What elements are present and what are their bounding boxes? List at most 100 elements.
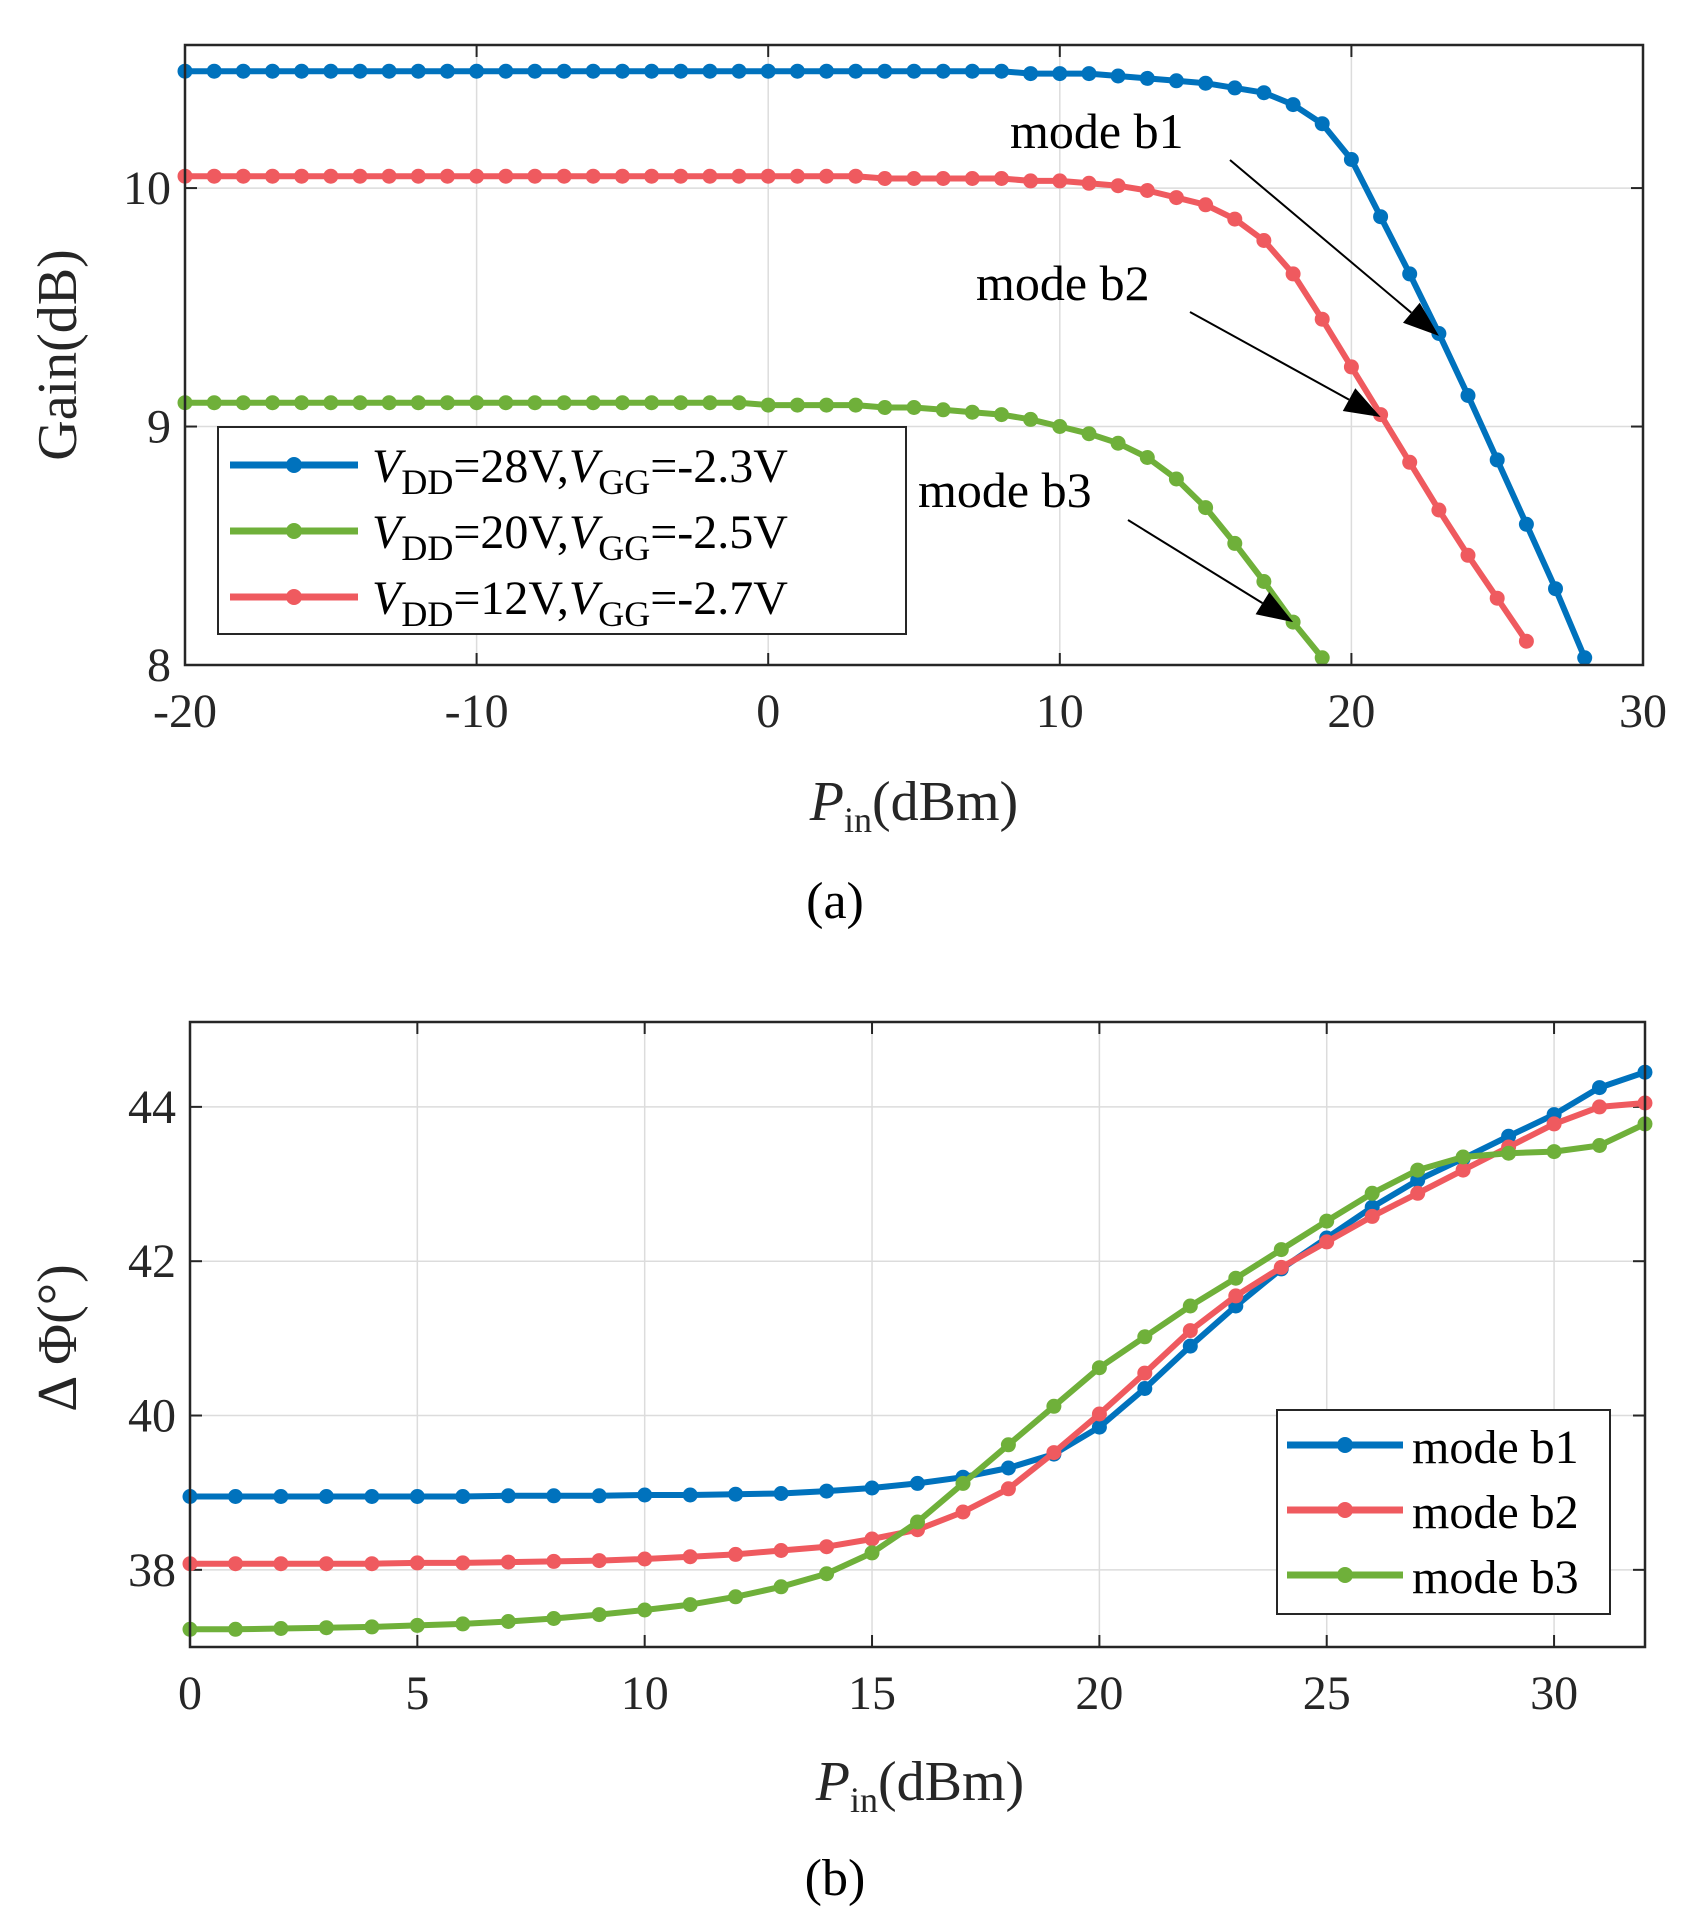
- panel-b-series-mode-b1-point-29: [1501, 1128, 1517, 1144]
- panel-b-ytick-label-40: 40: [128, 1390, 176, 1443]
- panel-b-series-mode-b2-point-31: [1592, 1099, 1607, 1115]
- panel-b-series-mode-b3-point-27: [1410, 1162, 1426, 1178]
- panel-b-xtick-label-5: 5: [405, 1667, 429, 1720]
- legend-marker-mode-b2: [1337, 1502, 1353, 1518]
- panel-a-series-vdd-28v-vgg-2-3v-point-5: [323, 63, 339, 79]
- panel-a-series-vdd-20v-vgg-2-5v-point-20: [760, 397, 776, 413]
- panel-a-series-vdd-12v-vgg-2-7v-point-13: [556, 168, 572, 184]
- annotation-mode-b2: mode b2: [976, 255, 1150, 311]
- panel-b-phase-chart: 0 5 10 15 20 25 30 38 40 42 44 Δ Φ(°) Pin(dBm) (b)…: [27, 1020, 1653, 1907]
- panel-a-series-vdd-28v-vgg-2-3v-point-27: [964, 63, 980, 79]
- panel-a-series-vdd-20v-vgg-2-5v-point-32: [1110, 435, 1126, 451]
- panel-a-series-vdd-20v-vgg-2-5v-point-28: [994, 407, 1009, 423]
- panel-b-xtick-label-20: 20: [1075, 1667, 1123, 1720]
- panel-a-series-vdd-28v-vgg-2-3v-point-29: [1023, 66, 1039, 82]
- panel-a-series-vdd-20v-vgg-2-5v-point-19: [731, 395, 747, 411]
- panel-a-series-vdd-28v-vgg-2-3v-point-34: [1168, 73, 1184, 89]
- panel-b-series-mode-b3-point-8: [546, 1611, 562, 1626]
- panel-a-series-vdd-20v-vgg-2-5v-point-27: [964, 404, 980, 420]
- panel-b-series-mode-b1-point-13: [773, 1486, 789, 1501]
- panel-b-series-mode-b2-point-23: [1228, 1288, 1244, 1304]
- annotation-arrow-b2: [1189, 311, 1350, 401]
- panel-a-ylabel: Gain(dB): [27, 249, 89, 461]
- panel-a-series-vdd-12v-vgg-2-7v-point-24: [877, 171, 893, 186]
- panel-b-series-mode-b1-point-9: [591, 1488, 607, 1504]
- legend-marker-mode-b1: [1337, 1437, 1353, 1453]
- panel-b-series-mode-b1-point-18: [1000, 1460, 1016, 1476]
- panel-a-series-vdd-20v-vgg-2-5v-point-4: [294, 395, 310, 411]
- panel-b-series-mode-b3-point-18: [1000, 1437, 1016, 1453]
- panel-a-series-vdd-20v-vgg-2-5v-point-9: [439, 395, 455, 411]
- annotation-mode-b3: mode b3: [918, 462, 1092, 518]
- panel-b-series-mode-b2-point-10: [637, 1551, 653, 1567]
- panel-b-series-mode-b2-point-5: [409, 1555, 425, 1571]
- panel-b-series-mode-b2-point-20: [1091, 1406, 1107, 1422]
- legend-item-vdd12: VDD=12V,VGG=-2.7V: [230, 572, 788, 634]
- legend-item-mode-b1: mode b1: [1287, 1421, 1579, 1474]
- panel-a-series-vdd-20v-vgg-2-5v-point-8: [410, 395, 426, 411]
- panel-a-series-vdd-12v-vgg-2-7v-point-12: [527, 168, 543, 184]
- panel-a-series-vdd-12v-vgg-2-7v-point-8: [410, 168, 426, 184]
- panel-b-series-mode-b3-point-10: [637, 1602, 653, 1618]
- panel-b-xtick-label-30: 30: [1530, 1667, 1578, 1720]
- panel-a-series-vdd-28v-vgg-2-3v-point-25: [906, 63, 922, 79]
- panel-b-series-mode-b3-point-9: [591, 1607, 607, 1623]
- panel-a-axes-box: [183, 43, 1645, 667]
- panel-b-series-mode-b1-point-7: [500, 1488, 516, 1504]
- panel-a-series-vdd-12v-vgg-2-7v-point-20: [760, 168, 776, 184]
- panel-a-series-vdd-28v-vgg-2-3v-point-41: [1373, 209, 1389, 225]
- panel-a-series-vdd-28v-vgg-2-3v-point-47: [1548, 581, 1563, 597]
- panel-a-xlabel: Pin(dBm): [809, 771, 1018, 840]
- legend-item-vdd28: VDD=28V,VGG=-2.3V: [230, 440, 788, 502]
- panel-b-series-mode-b1-point-15: [864, 1480, 880, 1496]
- panel-a-series-vdd-12v-vgg-2-7v-point-1: [206, 168, 222, 184]
- panel-a-series-vdd-20v-vgg-2-5v-point-34: [1168, 471, 1184, 487]
- panel-b-series-mode-b3-point-7: [500, 1614, 516, 1629]
- panel-a-xtick-label-10: -10: [445, 685, 509, 738]
- panel-a-series-vdd-12v-vgg-2-7v-point-28: [994, 171, 1009, 186]
- panel-b-series-mode-b3-point-31: [1592, 1138, 1607, 1153]
- panel-a-series-vdd-20v-vgg-2-5v-point-14: [585, 395, 601, 411]
- panel-a-series-vdd-28v-vgg-2-3v-point-30: [1052, 66, 1068, 82]
- panel-a-series-vdd-28v-vgg-2-3v-point-45: [1489, 452, 1505, 468]
- panel-a-series-vdd-12v-vgg-2-7v-point-22: [819, 168, 834, 184]
- panel-a-series-vdd-20v-vgg-2-5v-point-11: [498, 395, 514, 411]
- panel-a-series-vdd-28v-vgg-2-3v-point-11: [498, 63, 514, 79]
- panel-a-series-vdd-12v-vgg-2-7v-point-7: [381, 168, 397, 184]
- panel-a-series-vdd-12v-vgg-2-7v-point-39: [1314, 311, 1330, 327]
- panel-a-series-vdd-28v-vgg-2-3v-point-6: [352, 63, 368, 79]
- annotation-arrowhead-b1: [1403, 302, 1439, 336]
- panel-a-series-vdd-28v-vgg-2-3v-point-16: [644, 63, 660, 79]
- panel-a-xtick-label-10: 10: [1036, 685, 1084, 738]
- panel-a-series-vdd-12v-vgg-2-7v-point-33: [1139, 183, 1155, 198]
- panel-a-series-vdd-28v-vgg-2-3v-point-33: [1139, 70, 1155, 86]
- panel-a-series-vdd-28v-vgg-2-3v-point-36: [1227, 80, 1243, 96]
- panel-b-series-mode-b3-point-23: [1228, 1270, 1244, 1286]
- panel-a-series-vdd-20v-vgg-2-5v-point-37: [1256, 574, 1272, 589]
- panel-a-series-vdd-12v-vgg-2-7v-point-14: [585, 168, 601, 184]
- panel-a-series-vdd-20v-vgg-2-5v-point-10: [469, 395, 485, 411]
- panel-a-ytick-label-9: 9: [147, 401, 171, 454]
- panel-a-series-vdd-12v-vgg-2-7v-point-9: [439, 168, 455, 184]
- panel-b-series-mode-b1-point-4: [364, 1489, 380, 1504]
- panel-b-series-mode-b3-point-6: [455, 1616, 471, 1632]
- panel-a-series-vdd-28v-vgg-2-3v-point-8: [410, 63, 426, 79]
- panel-a-series-vdd-12v-vgg-2-7v-point-25: [906, 171, 922, 186]
- panel-a-series-vdd-20v-vgg-2-5v-line: [185, 399, 1325, 660]
- panel-b-axes-box: [188, 1020, 1647, 1649]
- legend-item-mode-b2: mode b2: [1287, 1486, 1579, 1539]
- panel-b-series-mode-b2-point-22: [1182, 1323, 1198, 1339]
- panel-a-series-vdd-28v-vgg-2-3v-point-31: [1081, 66, 1097, 82]
- panel-a-series-vdd-12v-vgg-2-7v-point-35: [1198, 197, 1214, 213]
- panel-a-series-vdd-12v-vgg-2-7v-point-45: [1489, 590, 1505, 606]
- panel-b-series-mode-b3-point-4: [364, 1619, 380, 1635]
- panel-b-series-mode-b2-point-9: [591, 1553, 607, 1569]
- panel-b-series-mode-b2-point-26: [1364, 1208, 1380, 1224]
- panel-a-series-vdd-28v-vgg-2-3v-point-10: [469, 63, 485, 79]
- panel-b-series-mode-b1-point-11: [682, 1487, 698, 1503]
- panel-b-series-mode-b1-point-5: [409, 1489, 425, 1504]
- panel-a-series-vdd-12v-vgg-2-7v-point-36: [1227, 211, 1243, 227]
- panel-b-xtick-label-0: 0: [178, 1667, 202, 1720]
